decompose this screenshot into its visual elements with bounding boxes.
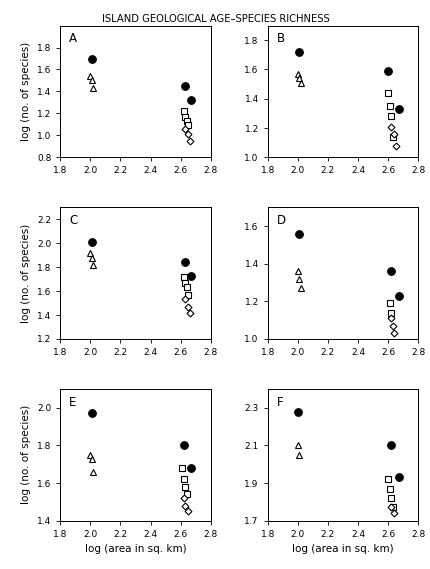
Y-axis label: log (no. of species): log (no. of species)	[22, 42, 31, 141]
Text: A: A	[69, 32, 77, 45]
Y-axis label: log (no. of species): log (no. of species)	[22, 405, 31, 505]
Text: ISLAND GEOLOGICAL AGE–SPECIES RICHNESS: ISLAND GEOLOGICAL AGE–SPECIES RICHNESS	[101, 14, 329, 24]
Text: D: D	[276, 214, 285, 227]
Text: E: E	[69, 395, 77, 409]
Text: B: B	[276, 32, 284, 45]
X-axis label: log (area in sq. km): log (area in sq. km)	[292, 544, 393, 554]
Text: F: F	[276, 395, 283, 409]
Y-axis label: log (no. of species): log (no. of species)	[22, 224, 31, 323]
Text: C: C	[69, 214, 77, 227]
X-axis label: log (area in sq. km): log (area in sq. km)	[84, 544, 186, 554]
